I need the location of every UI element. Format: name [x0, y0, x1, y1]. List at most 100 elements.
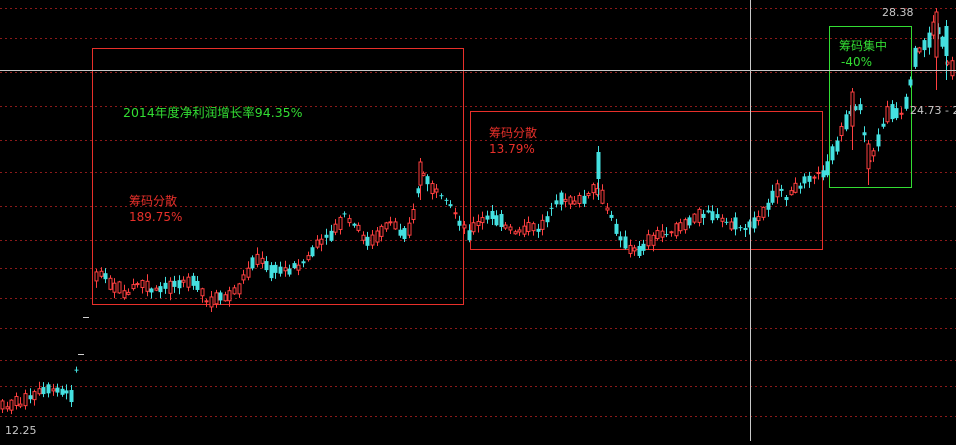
- candle-body-up: [5, 406, 10, 410]
- candle-body-down: [844, 114, 849, 130]
- candle-body-up: [517, 229, 522, 233]
- candle-body-down: [913, 47, 918, 67]
- candle-body-up: [94, 271, 99, 282]
- candle-body-up: [866, 143, 871, 170]
- candle-body-down: [710, 211, 715, 221]
- candle-body-up: [632, 247, 637, 252]
- candle-body-up: [526, 221, 531, 232]
- candle-body-down: [554, 200, 559, 205]
- candle-body-up: [812, 176, 817, 179]
- candle-body-up: [934, 11, 939, 58]
- candle-body-down: [784, 197, 789, 201]
- box1-frame: [92, 48, 464, 305]
- candle-body-down: [853, 106, 858, 111]
- candle-body-up: [255, 253, 260, 265]
- candle-body-down: [821, 170, 826, 178]
- candle-body-down: [894, 108, 899, 119]
- candle-body-down: [908, 79, 913, 86]
- candle-body-up: [434, 188, 439, 193]
- candle-body-up: [232, 287, 237, 295]
- candle-body-down: [802, 176, 807, 184]
- candle-body-up: [122, 290, 127, 299]
- candle-body-down: [467, 230, 472, 241]
- candle-body-up: [462, 224, 467, 229]
- candle-body-down: [614, 223, 619, 234]
- candle-body-up: [204, 300, 209, 303]
- candle-body-up: [117, 281, 122, 294]
- candle-body-down: [60, 388, 65, 395]
- candle-body-up: [260, 257, 265, 264]
- candle-body-up: [600, 189, 605, 204]
- candle-body-up: [319, 238, 324, 245]
- candle-body-down: [46, 384, 51, 394]
- candle-body-down: [439, 195, 444, 197]
- candle-body-up: [181, 279, 186, 283]
- right-price-label: 24.73 - 2: [910, 104, 956, 117]
- candle-body-up: [789, 190, 794, 196]
- candle-body-down: [637, 245, 642, 256]
- candle-body-down: [862, 132, 867, 136]
- candle-body-down: [324, 234, 329, 238]
- candle-body-down: [490, 210, 495, 219]
- candle-body-up: [51, 388, 56, 392]
- candle-body-up: [471, 222, 476, 233]
- candle-body-up: [678, 222, 683, 232]
- box3-value: -40%: [841, 55, 873, 69]
- candle-body-down: [536, 228, 541, 232]
- candle-body-down: [618, 236, 623, 241]
- candle-body-down: [163, 282, 168, 289]
- box3-title: 筹码集中: [839, 39, 888, 53]
- candle-body-down: [365, 236, 370, 246]
- candle-body-up: [683, 219, 688, 231]
- candle-body-up: [697, 208, 702, 223]
- candle-body-down: [858, 104, 863, 111]
- candle-body-down: [191, 275, 196, 286]
- candle-body-up: [513, 231, 518, 235]
- candle-body-down: [352, 223, 357, 226]
- candle-body-up: [18, 403, 23, 407]
- candle-body-up: [32, 391, 37, 401]
- candle-body-up: [223, 294, 228, 302]
- candle-body-down: [103, 273, 108, 280]
- candle-body-up: [135, 283, 140, 286]
- candle-body-up: [480, 217, 485, 224]
- candle-body-up: [168, 280, 173, 294]
- candle-body-down: [158, 286, 163, 293]
- candle-body-up: [577, 194, 582, 204]
- low-price-label: 12.25: [5, 424, 37, 437]
- candle-body-up: [692, 213, 697, 223]
- candle-body-down: [28, 395, 33, 400]
- candle-body-up: [209, 296, 214, 308]
- candle-body-down: [416, 188, 421, 194]
- candle-body-down: [292, 263, 297, 269]
- candle-body-up: [522, 225, 527, 235]
- box1-title: 筹码分散: [129, 194, 178, 208]
- candle-body-down: [64, 390, 69, 394]
- candle-body-up: [453, 212, 458, 215]
- candle-body-down: [890, 104, 895, 120]
- candle-body-down: [747, 221, 752, 228]
- candle-body-up: [508, 226, 513, 231]
- candle-body-down: [250, 257, 255, 269]
- candle-body-up: [186, 276, 191, 288]
- candle-body-down: [398, 229, 403, 236]
- candle-body-up: [816, 172, 821, 175]
- candle-body-down: [779, 188, 784, 191]
- candle-body-up: [885, 106, 890, 123]
- candle-body-up: [605, 207, 610, 211]
- candle-body-down: [881, 123, 886, 127]
- candle-body-up: [361, 234, 366, 241]
- candle-body-up: [241, 274, 246, 281]
- candle-body-down: [278, 266, 283, 274]
- candle-body-up: [674, 223, 679, 237]
- candle-body-up: [338, 216, 343, 230]
- candle-body-down: [69, 390, 74, 403]
- candle-body-down: [301, 261, 306, 264]
- candle-body-down: [596, 152, 601, 179]
- candle-body-down: [218, 292, 223, 301]
- candle-body-up: [563, 198, 568, 202]
- candle-body-up: [283, 267, 288, 272]
- candle-body-up: [476, 221, 481, 227]
